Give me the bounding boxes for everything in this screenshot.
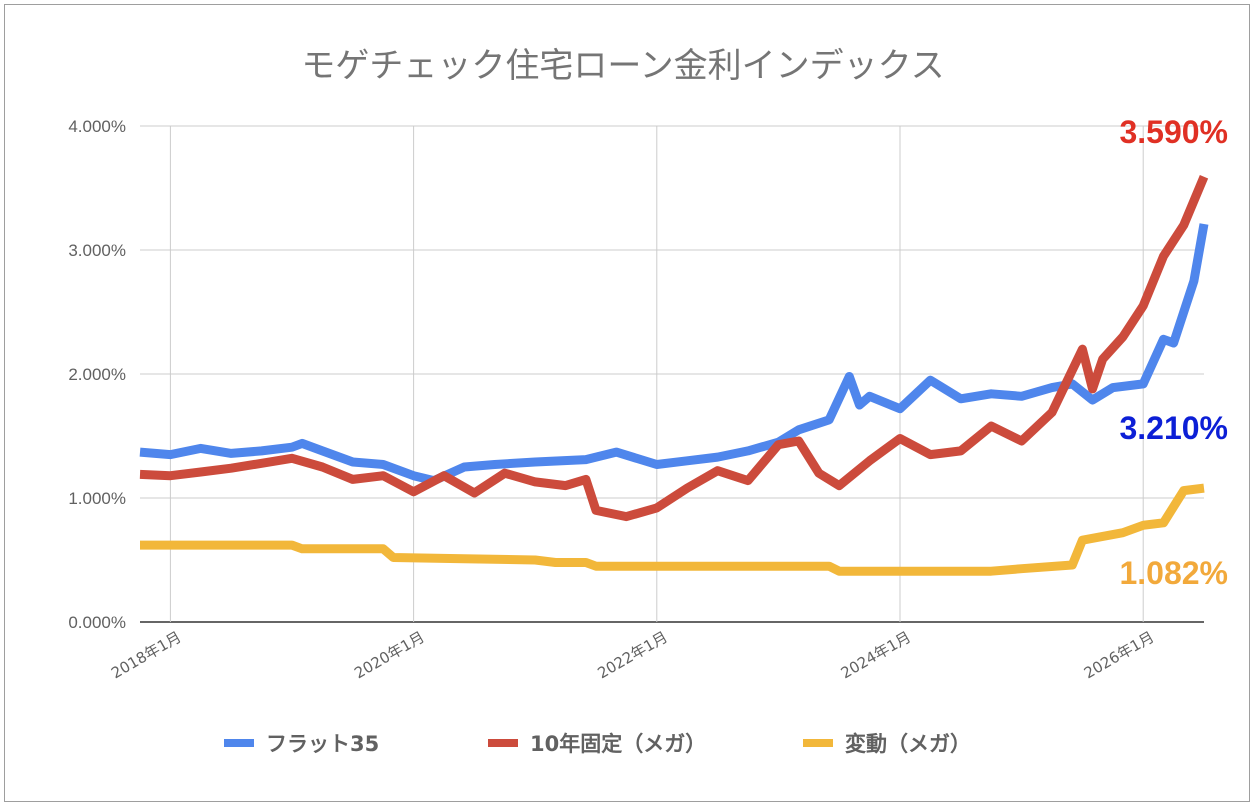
chart-title: モゲチェック住宅ローン金利インデックス: [301, 46, 945, 86]
y-axis-ticks: 0.000% 1.000% 2.000% 3.000% 4.000%: [68, 117, 126, 632]
y-tick-label: 2.000%: [68, 365, 126, 384]
x-tick-label: 2022年1月: [594, 628, 670, 682]
legend-label: 変動（メガ）: [845, 732, 971, 756]
legend-label: フラット35: [266, 732, 379, 756]
x-tick-label: 2024年1月: [838, 628, 914, 682]
series-line: [140, 483, 1205, 576]
grid: [140, 125, 1204, 623]
y-tick-label: 4.000%: [68, 117, 126, 136]
series-line: [139, 223, 1209, 486]
x-axis-ticks: 2018年1月 2020年1月 2022年1月 2024年1月 2026年1月: [108, 628, 1157, 682]
series-lines: [139, 175, 1209, 576]
x-tick-label: 2020年1月: [351, 628, 427, 682]
y-tick-label: 0.000%: [68, 613, 126, 632]
x-tick-label: 2026年1月: [1081, 628, 1157, 682]
end-labels: 3.210% 3.590% 1.082%: [1119, 114, 1228, 591]
series-end-label: 3.590%: [1119, 114, 1228, 150]
series-end-label: 3.210%: [1119, 410, 1228, 446]
x-tick-label: 2018年1月: [108, 628, 184, 682]
chart-frame: [4, 4, 1250, 802]
y-tick-label: 3.000%: [68, 241, 126, 260]
legend: フラット35 10年固定（メガ） 変動（メガ）: [224, 732, 971, 756]
y-tick-label: 1.000%: [68, 489, 126, 508]
series-line: [139, 175, 1209, 522]
series-end-label: 1.082%: [1119, 555, 1228, 591]
legend-label: 10年固定（メガ）: [530, 732, 706, 756]
